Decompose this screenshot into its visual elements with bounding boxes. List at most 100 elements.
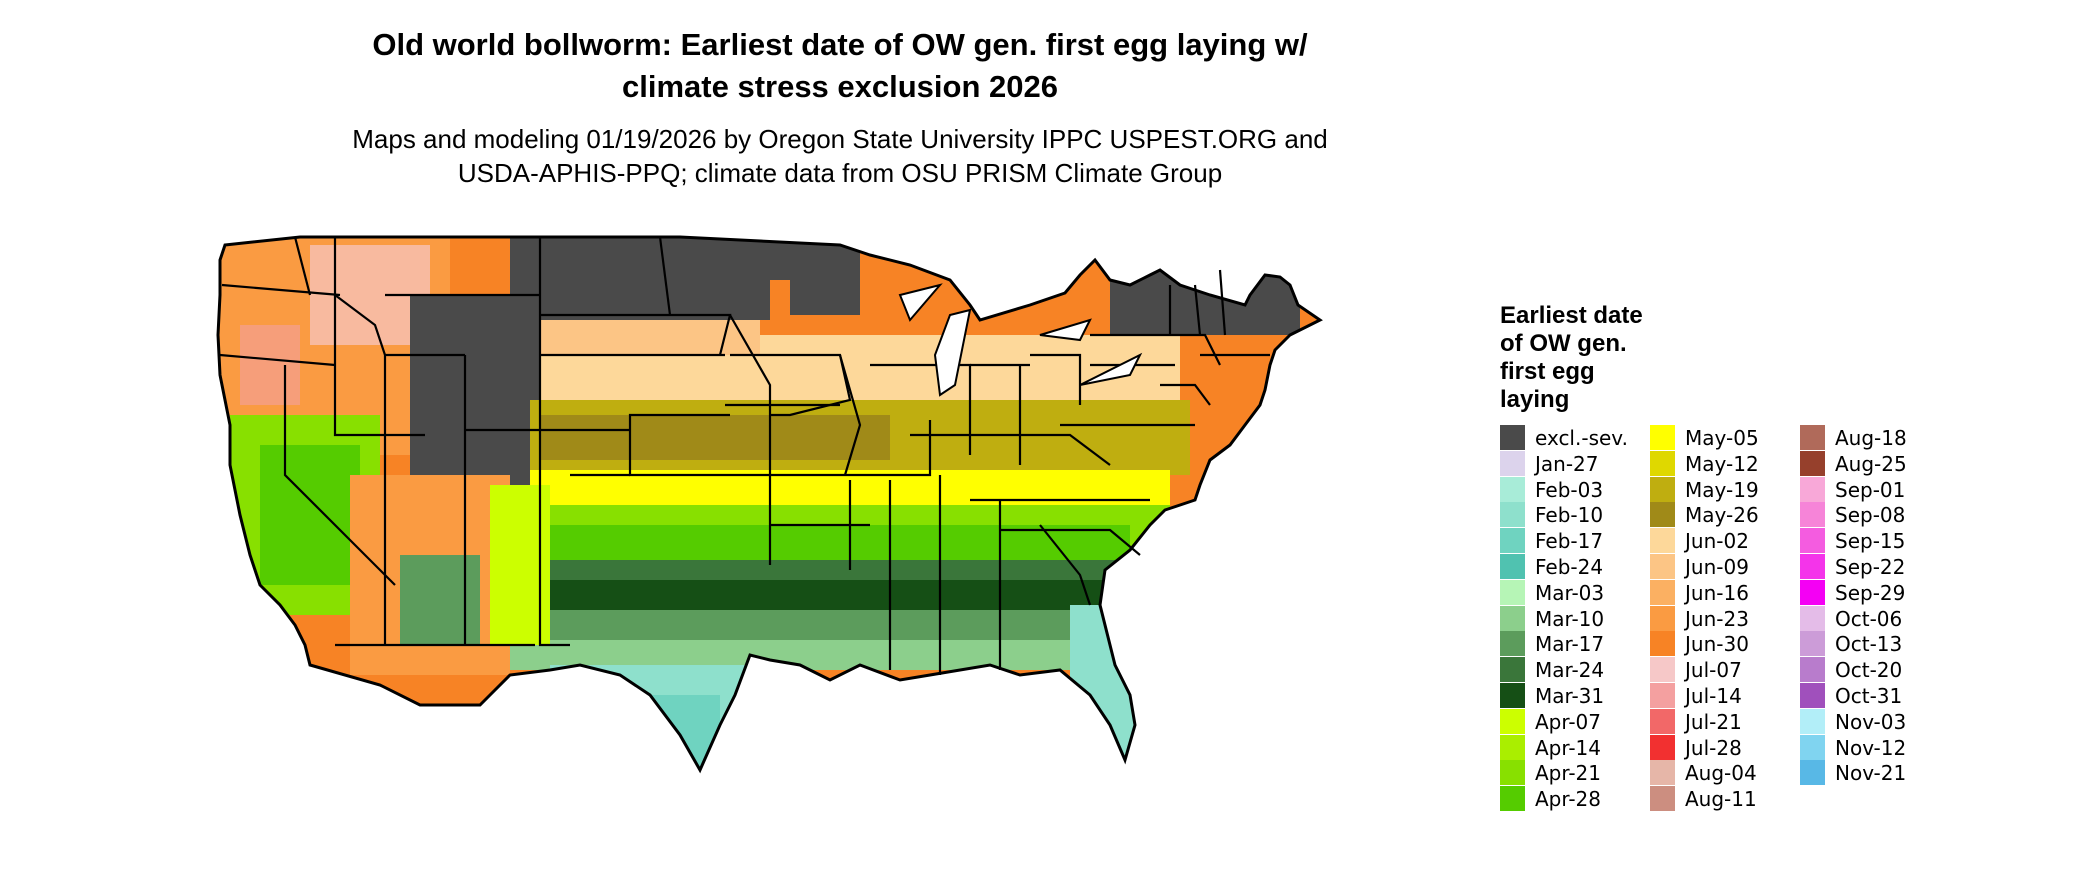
legend-swatch — [1650, 476, 1675, 502]
legend-swatch — [1800, 450, 1825, 476]
legend-swatch — [1650, 734, 1675, 760]
legend-label: Feb-03 — [1535, 477, 1604, 502]
subtitle-line-2: USDA-APHIS-PPQ; climate data from OSU PR… — [457, 158, 1223, 188]
legend-item: Oct-31 — [1800, 682, 1950, 709]
legend-label: Feb-10 — [1535, 503, 1604, 528]
legend-item: May-12 — [1650, 450, 1800, 477]
country-outline — [216, 235, 1323, 774]
legend-swatch — [1500, 528, 1525, 554]
legend-swatch — [1500, 708, 1525, 734]
legend-item: Mar-17 — [1500, 631, 1650, 657]
legend-label: Jul-28 — [1685, 735, 1742, 760]
legend-item: Jun-23 — [1650, 605, 1800, 632]
legend-item: Mar-24 — [1500, 657, 1650, 683]
legend-swatch — [1650, 708, 1675, 734]
legend-item: Aug-04 — [1650, 760, 1800, 786]
legend-item: Feb-24 — [1500, 553, 1650, 580]
legend-swatch — [1800, 528, 1825, 554]
legend-item: Apr-14 — [1500, 734, 1650, 761]
legend-swatch — [1500, 734, 1525, 760]
legend-item: Jan-27 — [1500, 450, 1650, 477]
legend-item: Oct-06 — [1800, 605, 1950, 632]
title-line-1: Old world bollworm: Earliest date of OW … — [372, 27, 1308, 62]
legend-label: Jun-09 — [1685, 554, 1749, 579]
legend-item: Sep-29 — [1800, 579, 1950, 606]
legend-item: Nov-21 — [1800, 760, 1950, 786]
legend-item: May-05 — [1650, 425, 1800, 451]
legend-label: Sep-29 — [1835, 580, 1906, 605]
great-lakes — [898, 283, 1143, 397]
legend-swatch — [1650, 425, 1675, 450]
legend-column: excl.-sev. Jan-27 Feb-03 Feb-10 Feb-17 Feb-24… — [1500, 425, 1650, 812]
legend-label: Mar-17 — [1535, 632, 1605, 657]
legend-title-line: Earliest date — [1500, 302, 1643, 329]
legend-item: Aug-11 — [1650, 786, 1800, 812]
legend-item: Mar-10 — [1500, 605, 1650, 632]
legend-swatch — [1800, 657, 1825, 683]
legend-swatch — [1800, 553, 1825, 579]
legend-label: Jul-07 — [1685, 658, 1742, 683]
legend-item: Jul-21 — [1650, 708, 1800, 735]
legend-label: Apr-21 — [1535, 761, 1601, 786]
legend-swatch — [1650, 502, 1675, 528]
title-line-2: climate stress exclusion 2026 — [622, 69, 1058, 104]
legend-label: Nov-03 — [1835, 709, 1907, 734]
legend-item: Mar-03 — [1500, 579, 1650, 606]
legend-label: Apr-14 — [1535, 735, 1601, 760]
legend-swatch — [1650, 786, 1675, 812]
legend-label: May-12 — [1685, 451, 1759, 476]
legend-swatch — [1650, 450, 1675, 476]
legend-swatch — [1500, 760, 1525, 786]
legend-swatch — [1500, 553, 1525, 579]
legend-label: Jun-30 — [1685, 632, 1749, 657]
legend-label: Aug-04 — [1685, 761, 1757, 786]
legend-title-line: first egg — [1500, 358, 1595, 385]
legend-swatch — [1500, 605, 1525, 631]
legend-label: Sep-22 — [1835, 554, 1906, 579]
legend-swatch — [1800, 734, 1825, 760]
legend-swatch — [1800, 682, 1825, 708]
subtitle-line-1: Maps and modeling 01/19/2026 by Oregon S… — [352, 124, 1328, 154]
legend-item: Mar-31 — [1500, 682, 1650, 709]
legend-label: Oct-31 — [1835, 683, 1903, 708]
legend-item: Nov-12 — [1800, 734, 1950, 761]
legend-label: May-19 — [1685, 477, 1759, 502]
legend-swatch — [1500, 502, 1525, 528]
legend-label: excl.-sev. — [1535, 426, 1628, 450]
legend-item: Sep-08 — [1800, 502, 1950, 528]
legend-swatch — [1800, 605, 1825, 631]
legend-swatch — [1500, 425, 1525, 450]
legend-item: Jul-07 — [1650, 657, 1800, 683]
legend-item: Jul-14 — [1650, 682, 1800, 709]
legend-swatch — [1650, 553, 1675, 579]
legend-label: Jan-27 — [1535, 451, 1599, 476]
us-map — [216, 235, 1323, 774]
legend: excl.-sev. Jan-27 Feb-03 Feb-10 Feb-17 Feb-24… — [1500, 425, 1920, 815]
map-subtitle: Maps and modeling 01/19/2026 by Oregon S… — [250, 122, 1430, 190]
legend-item: Oct-20 — [1800, 657, 1950, 683]
legend-swatch — [1650, 631, 1675, 657]
legend-label: Sep-08 — [1835, 503, 1906, 528]
legend-item: May-19 — [1650, 476, 1800, 503]
legend-label: Apr-28 — [1535, 787, 1601, 812]
legend-label: Nov-21 — [1835, 761, 1907, 786]
legend-label: Nov-12 — [1835, 735, 1907, 760]
legend-label: Mar-31 — [1535, 683, 1605, 708]
legend-title: Earliest date of OW gen. first egg layin… — [1500, 302, 1700, 414]
legend-swatch — [1800, 425, 1825, 450]
legend-label: Jun-23 — [1685, 606, 1749, 631]
state-boundaries — [219, 236, 1270, 675]
legend-swatch — [1500, 657, 1525, 683]
legend-label: Aug-25 — [1835, 451, 1907, 476]
map-title: Old world bollworm: Earliest date of OW … — [250, 24, 1430, 108]
legend-item: Jun-16 — [1650, 579, 1800, 606]
legend-label: Aug-18 — [1835, 426, 1907, 450]
legend-label: Feb-17 — [1535, 529, 1604, 554]
legend-item: Sep-22 — [1800, 553, 1950, 580]
legend-label: Mar-10 — [1535, 606, 1605, 631]
legend-swatch — [1800, 579, 1825, 605]
legend-item: Apr-07 — [1500, 708, 1650, 735]
legend-swatch — [1800, 760, 1825, 786]
legend-item: Sep-01 — [1800, 476, 1950, 503]
legend-title-line: of OW gen. — [1500, 330, 1627, 357]
